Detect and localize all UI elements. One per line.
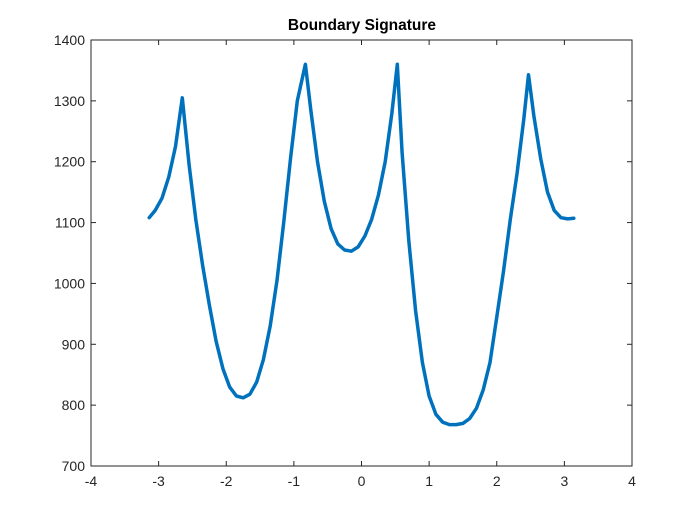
series-layer: [147, 62, 576, 427]
x-tick-label: -2: [220, 473, 233, 489]
y-tick-label: 1300: [54, 93, 85, 109]
x-tick-label: 4: [628, 473, 636, 489]
y-tick-label: 1200: [54, 154, 85, 170]
series-line-0: [147, 62, 576, 427]
chart-title: Boundary Signature: [288, 17, 437, 34]
plot-area-frame: [90, 39, 633, 467]
y-tick-label: 700: [62, 458, 86, 474]
x-tick-label: 3: [560, 473, 568, 489]
y-tick-label: 1100: [55, 215, 85, 231]
x-tick-label: 2: [493, 473, 501, 489]
x-tick-label: -4: [85, 473, 98, 489]
tick-layer: -4 -3 -2 -1 0 1 2 3 4 700 800 900 1000 1100 1200 1300 14…: [54, 32, 636, 489]
y-tick-label: 1400: [54, 32, 85, 48]
x-tick-label: -1: [288, 473, 301, 489]
y-tick-label: 900: [62, 336, 86, 352]
y-tick-label: 800: [62, 397, 86, 413]
x-tick-label: -3: [152, 473, 165, 489]
y-tick-label: 1000: [54, 275, 85, 291]
x-tick-label: 1: [425, 473, 433, 489]
x-tick-label: 0: [358, 473, 366, 489]
